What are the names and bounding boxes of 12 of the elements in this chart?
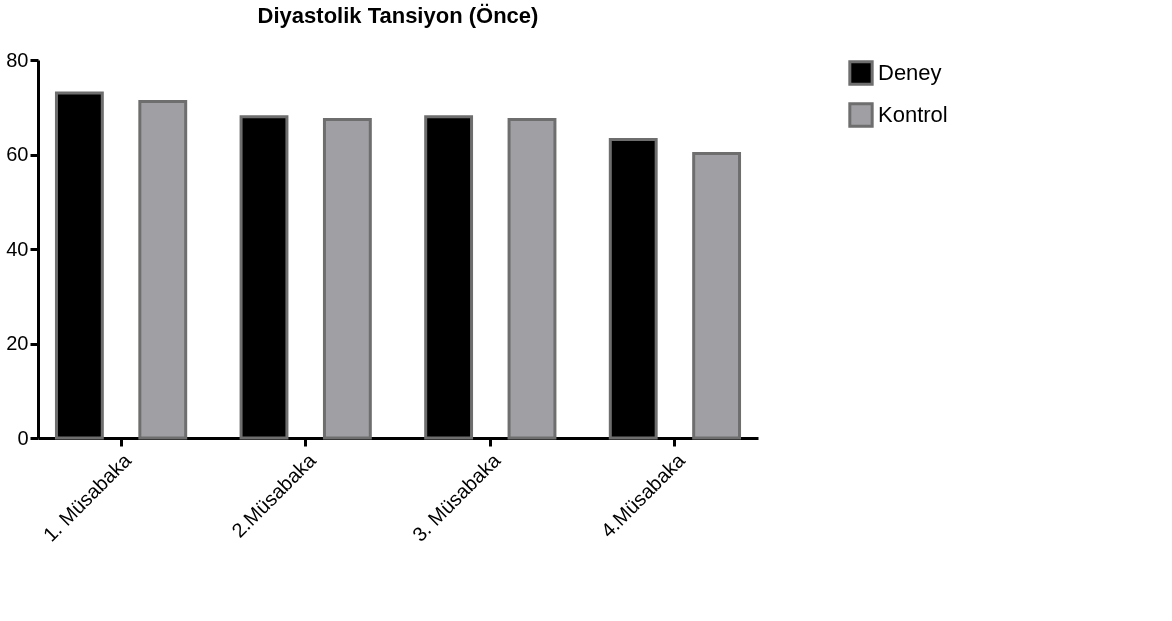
y-tick-label: 60 (6, 143, 29, 165)
chart-title: Diyastolik Tansiyon (Önce) (257, 3, 539, 28)
legend-label: Deney (878, 60, 942, 85)
bar (322, 118, 372, 440)
y-tick-label: 20 (6, 332, 29, 354)
bar (692, 152, 742, 440)
bar (507, 118, 557, 440)
y-tick-label: 0 (17, 426, 29, 449)
y-tick-label: 80 (6, 48, 29, 71)
legend-label: Kontrol (878, 102, 948, 127)
bar (138, 100, 188, 440)
y-tick-label: 40 (6, 237, 29, 260)
